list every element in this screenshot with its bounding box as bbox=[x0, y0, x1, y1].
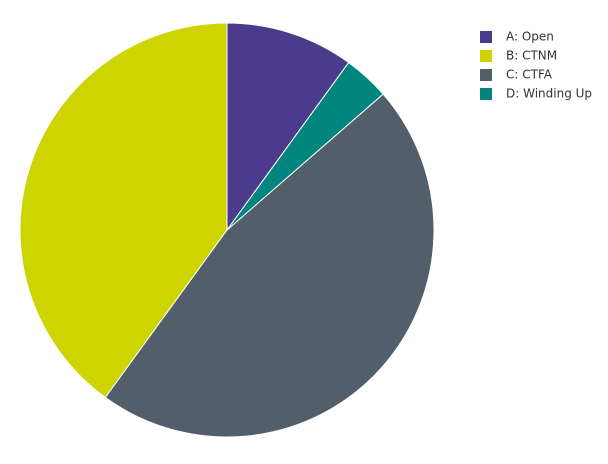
pie-slice bbox=[226, 61, 384, 231]
pie-slice bbox=[19, 22, 228, 399]
legend-swatch bbox=[480, 50, 492, 62]
legend-swatch bbox=[480, 31, 492, 43]
pie-slice bbox=[226, 22, 350, 232]
legend-swatch bbox=[480, 69, 492, 81]
legend-label: B: CTNM bbox=[506, 49, 557, 63]
legend-label: C: CTFA bbox=[506, 68, 553, 82]
legend-label: A: Open bbox=[506, 30, 554, 44]
legend-swatch bbox=[480, 88, 492, 100]
legend-label: D: Winding Up bbox=[506, 87, 592, 101]
pie-slice bbox=[104, 93, 435, 438]
